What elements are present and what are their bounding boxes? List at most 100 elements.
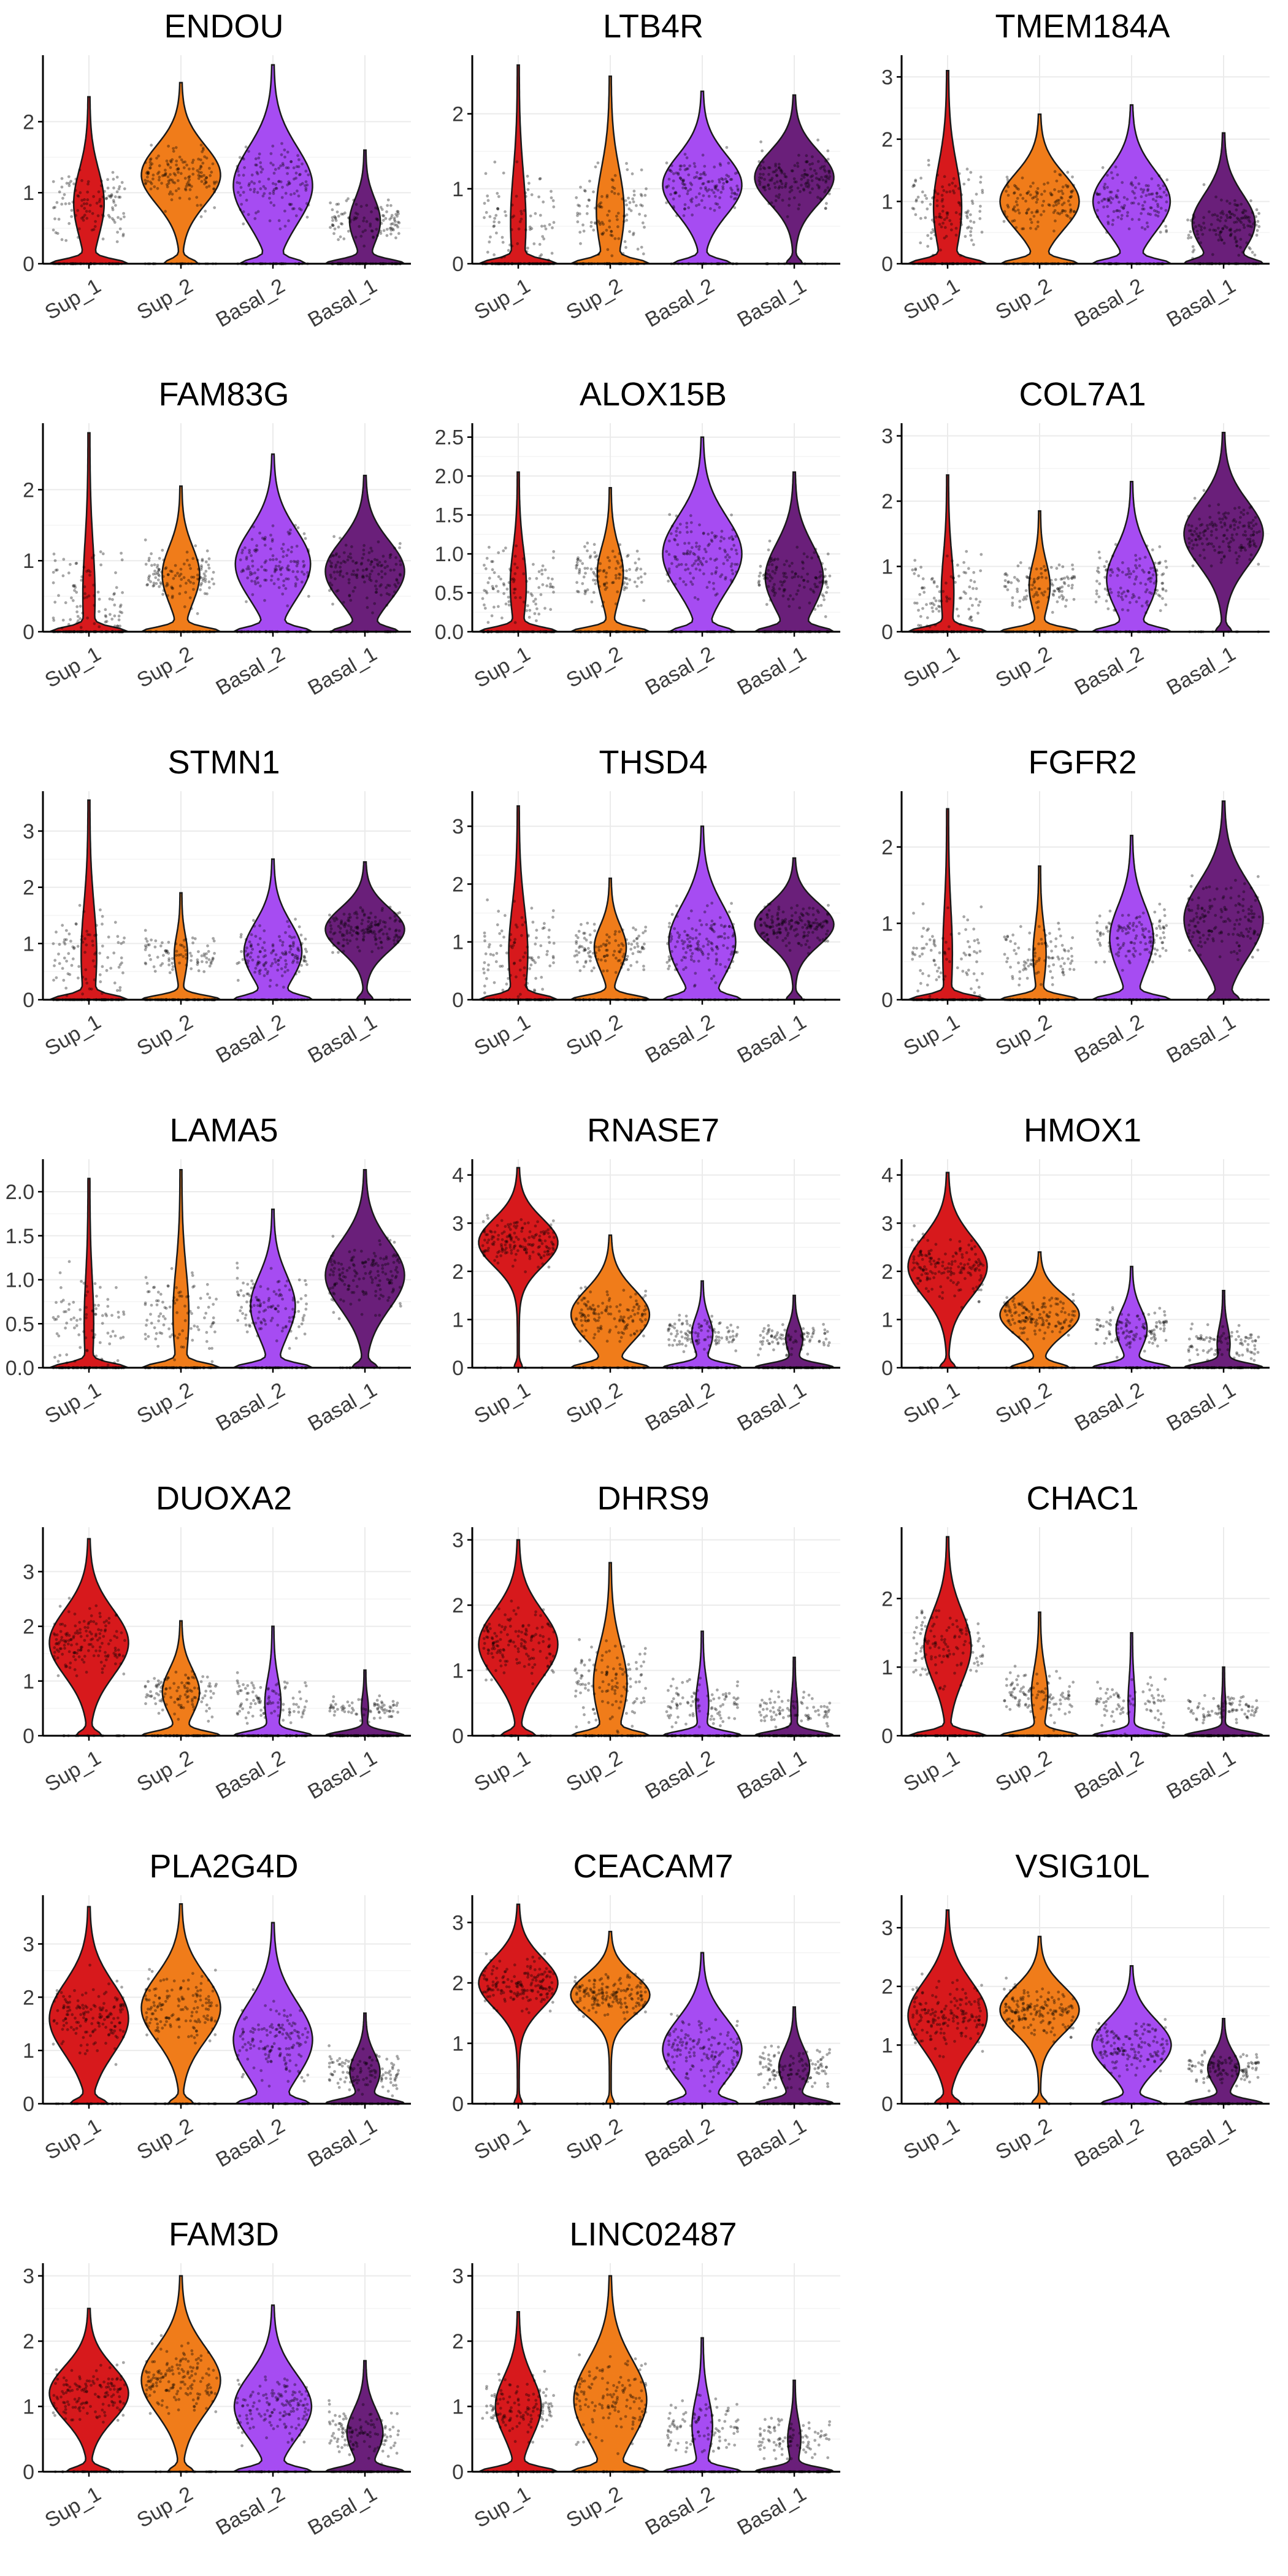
jitter-point bbox=[335, 202, 339, 206]
jitter-point bbox=[575, 561, 579, 564]
jitter-point bbox=[161, 962, 164, 965]
jitter-point bbox=[941, 221, 945, 225]
jitter-point bbox=[261, 537, 264, 540]
jitter-point bbox=[361, 230, 365, 234]
jitter-point bbox=[197, 950, 200, 953]
jitter-point bbox=[390, 213, 394, 217]
jitter-point bbox=[1191, 217, 1195, 221]
jitter-point bbox=[1108, 568, 1112, 572]
jitter-point bbox=[110, 618, 114, 621]
jitter-point bbox=[826, 552, 830, 556]
jitter-point bbox=[1057, 190, 1060, 193]
jitter-point bbox=[1127, 227, 1131, 231]
jitter-point bbox=[1031, 196, 1034, 200]
jitter-point bbox=[625, 577, 629, 580]
jitter-point bbox=[1202, 548, 1206, 551]
jitter-point bbox=[784, 182, 788, 185]
jitter-point bbox=[1228, 546, 1232, 549]
panel-title: COL7A1 bbox=[1019, 376, 1146, 413]
jitter-point bbox=[672, 179, 675, 183]
jitter-point bbox=[1130, 596, 1134, 599]
jitter-point bbox=[244, 938, 248, 941]
jitter-point bbox=[602, 600, 605, 604]
jitter-point bbox=[98, 951, 102, 955]
jitter-point bbox=[156, 564, 159, 567]
jitter-point bbox=[540, 224, 543, 228]
jitter-point bbox=[79, 605, 82, 608]
jitter-point bbox=[684, 568, 687, 572]
jitter-point bbox=[178, 592, 182, 596]
jitter-point bbox=[700, 199, 703, 202]
jitter-point bbox=[253, 571, 256, 575]
jitter-point bbox=[935, 585, 939, 588]
jitter-point bbox=[1048, 204, 1051, 207]
jitter-point bbox=[304, 537, 307, 540]
jitter-point bbox=[1219, 230, 1222, 234]
jitter-point bbox=[1067, 199, 1070, 203]
jitter-point bbox=[76, 194, 80, 197]
jitter-point bbox=[693, 553, 697, 556]
jitter-point bbox=[375, 217, 378, 221]
jitter-point bbox=[157, 569, 160, 573]
jitter-point bbox=[246, 953, 250, 957]
jitter-point bbox=[773, 594, 776, 597]
jitter-point bbox=[1018, 599, 1022, 603]
jitter-point bbox=[157, 568, 161, 571]
jitter-point bbox=[1165, 229, 1168, 232]
jitter-point bbox=[1158, 561, 1162, 564]
jitter-point bbox=[180, 944, 184, 947]
jitter-point bbox=[196, 612, 199, 615]
jitter-point bbox=[932, 580, 936, 583]
jitter-point bbox=[258, 924, 261, 927]
panel-title: LTB4R bbox=[602, 8, 704, 45]
jitter-point bbox=[1228, 210, 1231, 213]
jitter-point bbox=[1106, 607, 1110, 610]
jitter-point bbox=[86, 180, 90, 183]
jitter-point bbox=[1238, 506, 1241, 509]
jitter-point bbox=[1227, 545, 1230, 548]
jitter-point bbox=[144, 182, 147, 185]
jitter-point bbox=[599, 201, 603, 204]
jitter-point bbox=[169, 569, 172, 573]
jitter-point bbox=[578, 212, 581, 216]
jitter-point bbox=[391, 222, 394, 225]
jitter-point bbox=[819, 574, 822, 577]
jitter-point bbox=[1050, 193, 1054, 197]
jitter-point bbox=[166, 573, 170, 577]
jitter-point bbox=[710, 540, 714, 543]
jitter-point bbox=[157, 154, 160, 158]
jitter-point bbox=[292, 941, 295, 944]
jitter-point bbox=[757, 574, 761, 578]
jitter-point bbox=[539, 593, 543, 596]
jitter-point bbox=[389, 569, 393, 572]
jitter-point bbox=[286, 172, 289, 175]
violin-panel: TMEM184A 0 1 2 3 Sup_1 Sup_2 Basal_2 Basal_1 bbox=[859, 0, 1288, 368]
jitter-point bbox=[398, 911, 401, 914]
jitter-point bbox=[1038, 587, 1041, 591]
jitter-point bbox=[294, 171, 298, 175]
jitter-point bbox=[768, 573, 771, 577]
jitter-point bbox=[575, 581, 578, 585]
jitter-point bbox=[88, 210, 91, 213]
jitter-point bbox=[759, 571, 762, 575]
jitter-point bbox=[615, 567, 618, 570]
jitter-point bbox=[697, 177, 701, 180]
jitter-point bbox=[1032, 215, 1036, 218]
jitter-point bbox=[375, 591, 378, 594]
jitter-point bbox=[1146, 188, 1150, 191]
jitter-point bbox=[394, 585, 398, 588]
jitter-point bbox=[1254, 516, 1257, 519]
jitter-point bbox=[805, 181, 808, 185]
jitter-point bbox=[156, 565, 159, 569]
jitter-point bbox=[626, 554, 629, 558]
jitter-point bbox=[1027, 583, 1031, 587]
jitter-point bbox=[1159, 231, 1162, 234]
jitter-point bbox=[167, 179, 171, 183]
jitter-point bbox=[673, 537, 676, 541]
jitter-point bbox=[1105, 560, 1108, 563]
jitter-point bbox=[779, 168, 783, 172]
jitter-point bbox=[758, 181, 762, 184]
jitter-point bbox=[932, 603, 936, 607]
jitter-point bbox=[1005, 175, 1009, 179]
jitter-point bbox=[329, 201, 332, 205]
